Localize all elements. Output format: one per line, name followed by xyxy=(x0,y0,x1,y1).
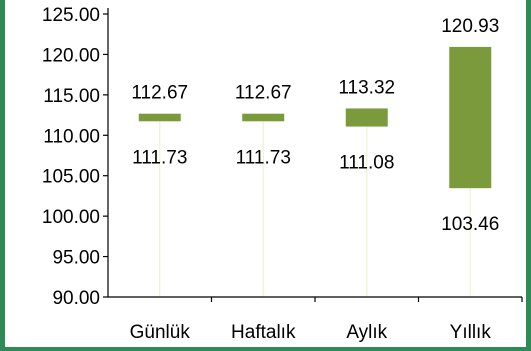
range-bars xyxy=(138,46,492,189)
low-value-label: 103.46 xyxy=(441,214,499,235)
category-labels: Günlük Haftalık Aylık Yıllık xyxy=(130,322,492,343)
range-bar xyxy=(242,113,285,122)
high-value-label: 112.67 xyxy=(131,83,188,104)
y-tick-label: 120.00 xyxy=(42,45,100,66)
category-label: Haftalık xyxy=(231,322,296,343)
range-bar xyxy=(138,113,181,122)
y-tick-label: 115.00 xyxy=(43,86,100,107)
low-value-label: 111.08 xyxy=(339,153,394,174)
low-value-label: 111.73 xyxy=(236,147,291,168)
y-tick-label: 90.00 xyxy=(52,288,100,309)
x-axis-ticks xyxy=(210,297,523,302)
high-value-label: 113.32 xyxy=(338,77,395,98)
category-label: Aylık xyxy=(346,322,387,343)
high-value-label: 120.93 xyxy=(441,16,499,37)
data-labels: 112.67 111.73 112.67 111.73 113.32 111.08 120.… xyxy=(131,16,499,235)
y-tick-label: 95.00 xyxy=(52,248,100,269)
y-tick-label: 100.00 xyxy=(42,207,100,228)
y-tick-label: 110.00 xyxy=(43,126,100,147)
category-label: Yıllık xyxy=(450,322,492,343)
range-bar xyxy=(449,46,492,189)
y-axis-ticks: 90.00 95.00 100.00 105.00 110.00 115.00 120.00… xyxy=(42,5,108,309)
y-tick-label: 125.00 xyxy=(42,5,100,26)
low-value-label: 111.73 xyxy=(132,147,187,168)
category-label: Günlük xyxy=(130,322,191,343)
y-tick-label: 105.00 xyxy=(42,167,100,188)
high-value-label: 112.67 xyxy=(235,83,292,104)
range-bar xyxy=(345,108,388,127)
connector-lines xyxy=(159,121,471,297)
